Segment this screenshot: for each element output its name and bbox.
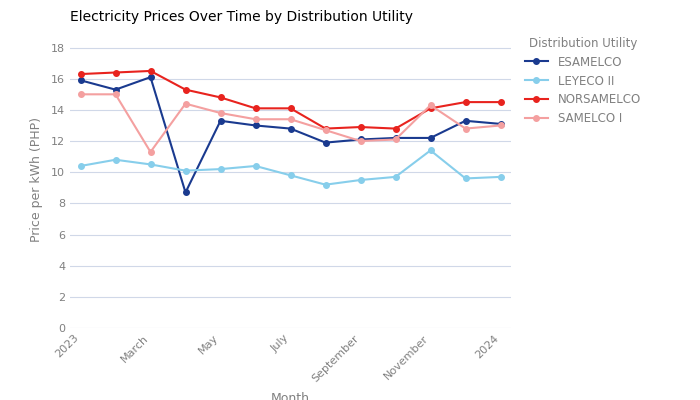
ESAMELCO [496,122,505,126]
LEYECO II [76,164,85,168]
NORSAMELCO [181,87,190,92]
LEYECO II [181,168,190,173]
ESAMELCO [76,78,85,83]
ESAMELCO [181,190,190,195]
NORSAMELCO [356,125,365,130]
Y-axis label: Price per kWh (PHP): Price per kWh (PHP) [29,118,43,242]
NORSAMELCO [321,126,330,131]
NORSAMELCO [391,126,400,131]
ESAMELCO [461,118,470,123]
ESAMELCO [426,136,435,140]
LEYECO II [216,167,225,172]
LEYECO II [286,173,295,178]
SAMELCO I [391,137,400,142]
Line: LEYECO II: LEYECO II [78,148,503,188]
LEYECO II [111,157,120,162]
LEYECO II [496,174,505,179]
ESAMELCO [216,118,225,123]
SAMELCO I [76,92,85,97]
LEYECO II [356,178,365,182]
NORSAMELCO [286,106,295,111]
SAMELCO I [251,117,260,122]
SAMELCO I [286,117,295,122]
LEYECO II [461,176,470,181]
SAMELCO I [216,111,225,116]
NORSAMELCO [461,100,470,104]
NORSAMELCO [251,106,260,111]
NORSAMELCO [496,100,505,104]
NORSAMELCO [216,95,225,100]
Line: NORSAMELCO: NORSAMELCO [78,68,503,131]
LEYECO II [146,162,155,167]
SAMELCO I [496,123,505,128]
SAMELCO I [181,101,190,106]
ESAMELCO [356,137,365,142]
ESAMELCO [251,123,260,128]
ESAMELCO [111,87,120,92]
Legend: ESAMELCO, LEYECO II, NORSAMELCO, SAMELCO I: ESAMELCO, LEYECO II, NORSAMELCO, SAMELCO… [520,32,645,130]
NORSAMELCO [76,72,85,76]
ESAMELCO [146,75,155,80]
ESAMELCO [391,136,400,140]
LEYECO II [426,148,435,153]
LEYECO II [391,174,400,179]
X-axis label: Month: Month [271,392,310,400]
Line: SAMELCO I: SAMELCO I [78,92,503,155]
LEYECO II [251,164,260,168]
ESAMELCO [286,126,295,131]
Line: ESAMELCO: ESAMELCO [78,74,503,195]
SAMELCO I [461,126,470,131]
NORSAMELCO [426,106,435,111]
SAMELCO I [426,103,435,108]
SAMELCO I [321,128,330,132]
NORSAMELCO [146,68,155,73]
Text: Electricity Prices Over Time by Distribution Utility: Electricity Prices Over Time by Distribu… [70,10,413,24]
SAMELCO I [356,139,365,144]
LEYECO II [321,182,330,187]
SAMELCO I [146,150,155,154]
SAMELCO I [111,92,120,97]
NORSAMELCO [111,70,120,75]
ESAMELCO [321,140,330,145]
